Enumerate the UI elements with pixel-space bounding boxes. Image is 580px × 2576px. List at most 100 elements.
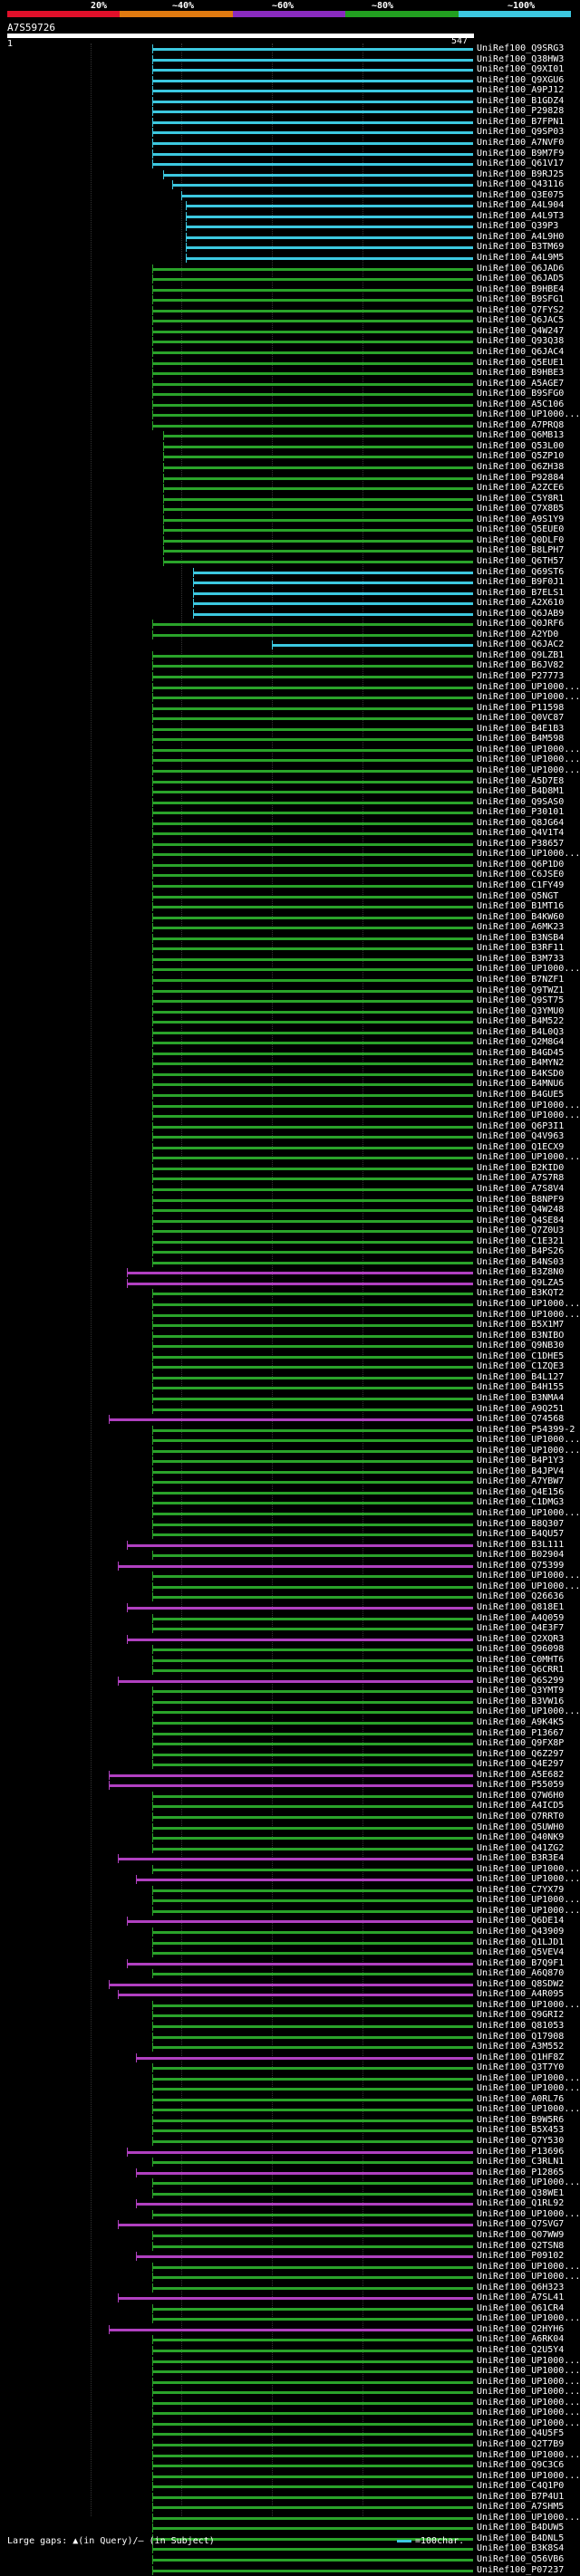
hit-label[interactable]: UniRef100_B3RF11 [477,943,565,954]
hit-alignment-bar[interactable] [152,69,473,72]
hit-alignment-bar[interactable] [152,2067,473,2071]
hit-row[interactable]: UniRef100_Q6DE14 [0,1916,580,1927]
hit-label[interactable]: UniRef100_Q6P3I1 [477,1120,565,1131]
hit-alignment-bar[interactable] [152,1794,473,1798]
hit-label[interactable]: UniRef100_Q26636 [477,1591,565,1602]
hit-alignment-bar[interactable] [152,978,473,982]
hit-alignment-bar[interactable] [152,120,473,124]
hit-alignment-bar[interactable] [152,1408,473,1411]
hit-alignment-bar[interactable] [163,560,473,563]
hit-label[interactable]: UniRef100_Q4SE84 [477,1215,565,1226]
hit-label[interactable]: UniRef100_Q9NB30 [477,1341,565,1351]
hit-label[interactable]: UniRef100_Q43909 [477,1927,565,1937]
hit-alignment-bar[interactable] [152,927,473,930]
hit-label[interactable]: UniRef100_C3RLN1 [477,2157,565,2167]
hit-label[interactable]: UniRef100_C4Q1P0 [477,2481,565,2492]
hit-label[interactable]: UniRef100_B4L127 [477,1371,565,1382]
hit-alignment-bar[interactable] [152,1669,473,1673]
hit-label[interactable]: UniRef100_Q74568 [477,1414,565,1425]
hit-label[interactable]: UniRef100_Q9LZB1 [477,649,565,660]
hit-alignment-bar[interactable] [127,1962,473,1966]
hit-row[interactable]: UniRef100_Q2T7B9 [0,2439,580,2450]
hit-row[interactable]: UniRef100_UP1000... [0,2272,580,2283]
hit-label[interactable]: UniRef100_A7YBW7 [477,1476,565,1487]
hit-alignment-bar[interactable] [136,2255,473,2259]
hit-row[interactable]: UniRef100_Q9FX8P [0,1738,580,1749]
hit-label[interactable]: UniRef100_Q2HYH6 [477,2323,565,2334]
hit-label[interactable]: UniRef100_C1FY49 [477,880,565,890]
hit-row[interactable]: UniRef100_Q4E3F7 [0,1623,580,1634]
hit-row[interactable]: UniRef100_Q93Q38 [0,336,580,347]
hit-label[interactable]: UniRef100_B9HBE4 [477,284,565,294]
hit-row[interactable]: UniRef100_A7SL41 [0,2292,580,2303]
hit-alignment-bar[interactable] [152,1847,473,1850]
hit-alignment-bar[interactable] [152,1596,473,1600]
hit-label[interactable]: UniRef100_UP1000... [477,964,580,975]
hit-alignment-bar[interactable] [152,2129,473,2133]
hit-label[interactable]: UniRef100_B3NIBO [477,1330,565,1341]
hit-label[interactable]: UniRef100_Q3YMU0 [477,1005,565,1016]
hit-row[interactable]: UniRef100_UP1000... [0,2398,580,2408]
hit-label[interactable]: UniRef100_P09102 [477,2251,565,2262]
hit-alignment-bar[interactable] [186,215,473,218]
hit-label[interactable]: UniRef100_B4L0Q3 [477,1026,565,1037]
hit-row[interactable]: UniRef100_B4L127 [0,1372,580,1383]
hit-label[interactable]: UniRef100_Q9TWZ1 [477,985,565,995]
hit-label[interactable]: UniRef100_B3R3E4 [477,1853,565,1864]
hit-label[interactable]: UniRef100_UP1000... [477,1100,580,1110]
hit-row[interactable]: UniRef100_Q74568 [0,1414,580,1425]
hit-row[interactable]: UniRef100_UP1000... [0,692,580,703]
hit-alignment-bar[interactable] [152,1167,473,1170]
hit-alignment-bar[interactable] [152,2412,473,2416]
hit-row[interactable]: UniRef100_Q3YMU0 [0,1006,580,1017]
hit-label[interactable]: UniRef100_Q39P3 [477,221,559,232]
hit-label[interactable]: UniRef100_A7PRQ8 [477,419,565,430]
hit-label[interactable]: UniRef100_B3K8S4 [477,2543,565,2554]
hit-row[interactable]: UniRef100_Q4W247 [0,326,580,337]
hit-alignment-bar[interactable] [152,697,473,700]
hit-row[interactable]: UniRef100_P07237 [0,2565,580,2576]
hit-row[interactable]: UniRef100_Q61CR4 [0,2303,580,2314]
hit-label[interactable]: UniRef100_B3L111 [477,1539,565,1550]
hit-alignment-bar[interactable] [152,2307,473,2311]
hit-label[interactable]: UniRef100_A6RK04 [477,2334,565,2345]
hit-label[interactable]: UniRef100_Q6MB13 [477,430,565,441]
hit-row[interactable]: UniRef100_A7YBW7 [0,1476,580,1487]
hit-alignment-bar[interactable] [163,487,473,491]
hit-alignment-bar[interactable] [152,1334,473,1338]
hit-label[interactable]: UniRef100_B7Q9F1 [477,1957,565,1968]
hit-row[interactable]: UniRef100_B9W5R6 [0,2115,580,2126]
hit-row[interactable]: UniRef100_UP1000... [0,2000,580,2011]
hit-row[interactable]: UniRef100_Q9TWZ1 [0,985,580,996]
hit-alignment-bar[interactable] [186,235,473,239]
hit-alignment-bar[interactable] [163,550,473,553]
hit-label[interactable]: UniRef100_Q4E297 [477,1759,565,1770]
hit-row[interactable]: UniRef100_Q5UWH0 [0,1822,580,1833]
hit-label[interactable]: UniRef100_UP1000... [477,1706,580,1717]
hit-row[interactable]: UniRef100_A4L9T3 [0,211,580,222]
hit-alignment-bar[interactable] [152,2548,473,2552]
hit-row[interactable]: UniRef100_Q41ZG2 [0,1843,580,1854]
hit-label[interactable]: UniRef100_B3NSB4 [477,932,565,943]
hit-label[interactable]: UniRef100_Q5EUE1 [477,357,565,368]
hit-alignment-bar[interactable] [152,1031,473,1034]
hit-row[interactable]: UniRef100_Q6JAC5 [0,315,580,326]
hit-alignment-bar[interactable] [152,717,473,721]
hit-label[interactable]: UniRef100_UP1000... [477,1863,580,1874]
hit-row[interactable]: UniRef100_Q6TH57 [0,556,580,567]
hit-alignment-bar[interactable] [127,1638,473,1641]
hit-alignment-bar[interactable] [152,2161,473,2165]
hit-label[interactable]: UniRef100_UP1000... [477,409,580,420]
hit-label[interactable]: UniRef100_C1E321 [477,1235,565,1246]
hit-alignment-bar[interactable] [152,1303,473,1306]
hit-label[interactable]: UniRef100_Q2TSN8 [477,2240,565,2251]
hit-row[interactable]: UniRef100_B4P1Y3 [0,1456,580,1466]
hit-row[interactable]: UniRef100_P38657 [0,839,580,850]
hit-row[interactable]: UniRef100_Q2TSN8 [0,2241,580,2252]
hit-alignment-bar[interactable] [152,1722,473,1725]
hit-label[interactable]: UniRef100_A9S1Y9 [477,514,565,524]
hit-row[interactable]: UniRef100_A5C106 [0,399,580,410]
hit-label[interactable]: UniRef100_Q9SP03 [477,127,565,138]
hit-row[interactable]: UniRef100_Q5NGT [0,891,580,902]
hit-row[interactable]: UniRef100_B7Q9F1 [0,1958,580,1969]
